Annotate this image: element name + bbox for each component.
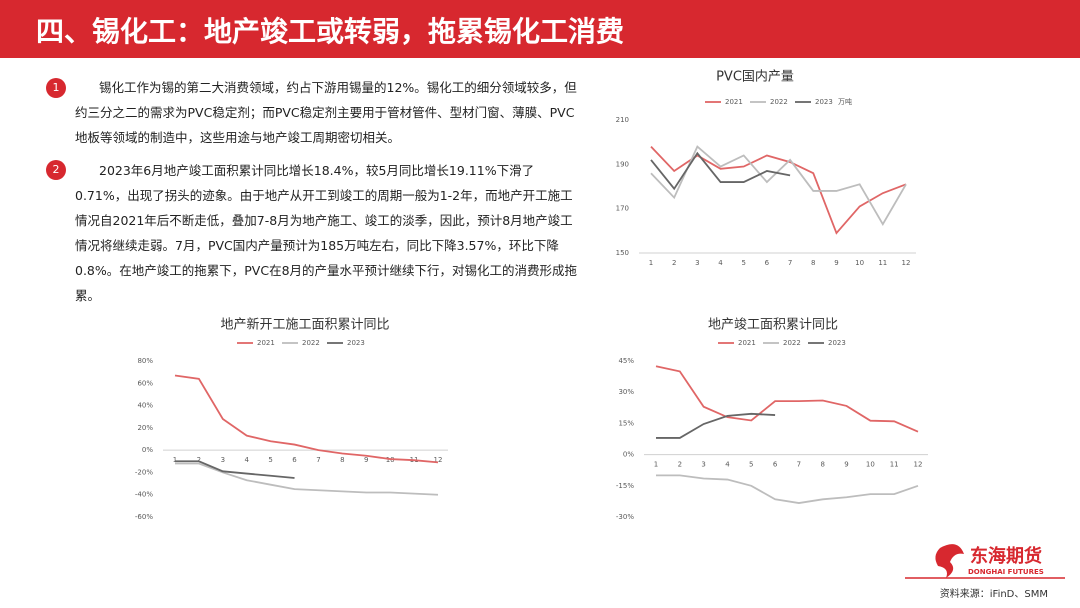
header: 四、锡化工：地产竣工或转弱，拖累锡化工消费 — [0, 0, 1080, 58]
y-tick-label: 20% — [137, 424, 153, 432]
logo: 东海期货 — [970, 545, 1042, 567]
x-tick-label: 9 — [834, 259, 838, 267]
y-tick-label: 45% — [618, 357, 634, 365]
title: 四、锡化工：地产竣工或转弱，拖累锡化工消费 — [36, 15, 625, 48]
x-tick-label: 7 — [788, 259, 792, 267]
series-line — [175, 462, 439, 496]
series-line — [174, 374, 439, 464]
legend-label: 2022 — [783, 339, 801, 347]
y-tick-label: -15% — [616, 482, 634, 490]
x-tick-label: 3 — [221, 456, 225, 464]
x-tick-label: 10 — [866, 461, 875, 469]
legend-label: 2022 — [770, 98, 788, 106]
x-tick-label: 10 — [855, 259, 864, 267]
x-tick-label: 10 — [386, 456, 395, 464]
x-tick-label: 5 — [749, 461, 753, 469]
x-tick-label: 5 — [741, 259, 745, 267]
y-tick-label: -40% — [135, 491, 153, 499]
x-tick-label: 9 — [844, 461, 848, 469]
x-tick-label: 8 — [340, 456, 344, 464]
x-tick-label: 3 — [701, 461, 705, 469]
y-tick-label: 60% — [137, 379, 153, 387]
x-tick-label: 8 — [811, 259, 815, 267]
x-tick-label: 2 — [197, 456, 201, 464]
y-tick-label: 0% — [623, 451, 634, 459]
series-line — [175, 460, 295, 479]
x-tick-label: 6 — [292, 456, 297, 464]
x-tick-label: 1 — [654, 461, 658, 469]
y-tick-label: -30% — [616, 513, 634, 521]
x-tick-label: 2 — [678, 461, 682, 469]
x-tick-label: 4 — [244, 456, 249, 464]
series-line — [656, 412, 776, 439]
x-tick-label: 6 — [765, 259, 770, 267]
y-tick-label: 150 — [616, 249, 629, 257]
paragraph: 2023年6月地产竣工面积累计同比增长18.4%，较5月同比增长19.11%下滑… — [75, 163, 578, 303]
x-tick-label: 5 — [268, 456, 272, 464]
series-line — [655, 365, 919, 433]
y-tick-label: 0% — [142, 446, 153, 454]
chart-title: 地产竣工面积累计同比 — [708, 318, 838, 333]
chart-title: 地产新开工施工面积累计同比 — [220, 317, 389, 333]
x-tick-label: 1 — [173, 456, 177, 464]
y-tick-label: 40% — [137, 402, 153, 410]
legend-label: 2021 — [725, 98, 743, 106]
logo-en: DONGHAI FUTURES — [968, 568, 1044, 576]
x-tick-label: 2 — [672, 259, 676, 267]
x-tick-label: 3 — [695, 259, 699, 267]
legend-label: 2023 — [815, 98, 833, 106]
chart-title: PVC国内产量 — [716, 69, 794, 85]
y-tick-label: -20% — [135, 468, 153, 476]
y-tick-label: 210 — [616, 116, 629, 124]
x-tick-label: 4 — [725, 461, 730, 469]
y-tick-label: 30% — [618, 388, 634, 396]
legend-label: 2021 — [738, 339, 756, 347]
paragraph: 锡化工作为锡的第二大消费领域，约占下游用锡量的12%。锡化工的细分领域较多，但约… — [75, 80, 577, 145]
x-tick-label: 4 — [718, 259, 723, 267]
source: 资料来源：iFinD、SMM — [940, 587, 1048, 600]
x-tick-label: 12 — [914, 461, 923, 469]
legend-label: 2021 — [257, 339, 275, 347]
y-tick-label: 170 — [616, 205, 629, 213]
series-line — [650, 145, 907, 235]
x-tick-label: 12 — [902, 259, 911, 267]
x-tick-label: 7 — [316, 456, 320, 464]
y-tick-label: 80% — [137, 357, 153, 365]
x-tick-label: 8 — [820, 461, 824, 469]
x-tick-label: 7 — [797, 461, 801, 469]
legend-label: 2022 — [302, 339, 320, 347]
logo-icon — [935, 544, 964, 578]
bullet-number: 2 — [46, 160, 66, 180]
series-line — [656, 474, 919, 504]
unit-label: 万吨 — [838, 97, 852, 106]
legend-label: 2023 — [828, 339, 846, 347]
series-line — [650, 151, 791, 191]
y-tick-label: 15% — [618, 419, 634, 427]
x-tick-label: 11 — [878, 259, 887, 267]
y-tick-label: 190 — [616, 160, 629, 168]
x-tick-label: 11 — [890, 461, 899, 469]
x-tick-label: 9 — [364, 456, 368, 464]
y-tick-label: -60% — [135, 513, 153, 521]
bullet-number: 1 — [46, 78, 66, 98]
x-tick-label: 6 — [773, 461, 778, 469]
series-line — [650, 145, 907, 226]
x-tick-label: 12 — [434, 456, 443, 464]
x-tick-label: 1 — [649, 259, 653, 267]
legend-label: 2023 — [347, 339, 365, 347]
